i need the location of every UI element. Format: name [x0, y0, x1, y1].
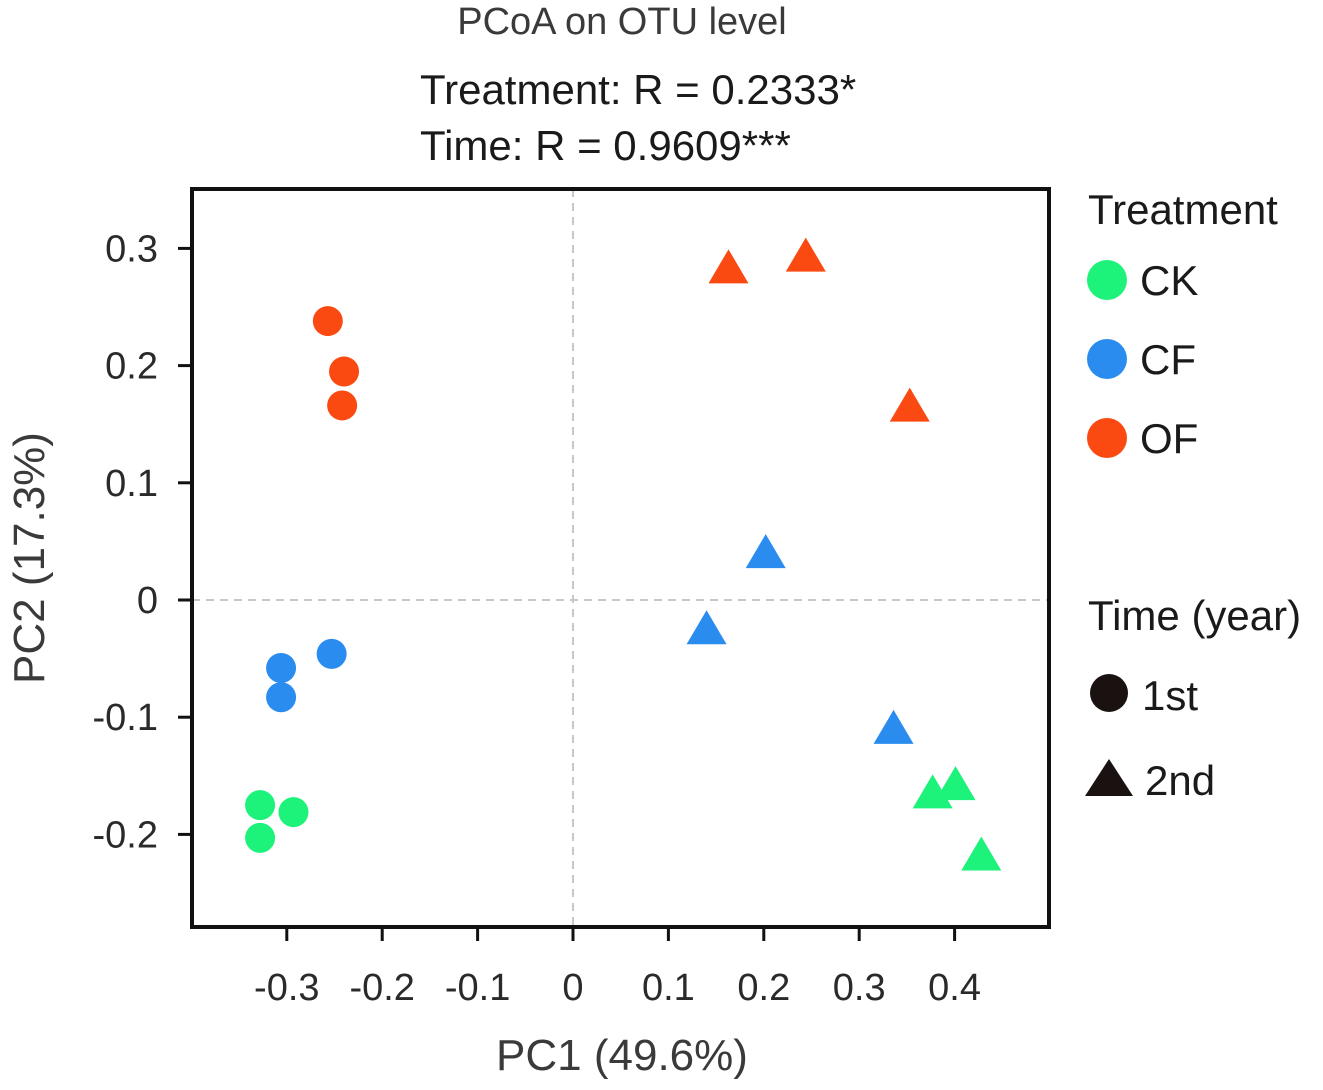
point-cf-1st: [266, 652, 297, 683]
point-cf-2nd: [686, 610, 727, 645]
x-tick-label: 0.4: [928, 967, 981, 1009]
point-of-1st: [329, 356, 360, 387]
legend-label-1st: 1st: [1142, 672, 1198, 719]
legend-label-of: OF: [1140, 415, 1198, 462]
legend-marker-ck: [1087, 260, 1127, 300]
legend-treatment: Treatment CK CF OF: [1087, 186, 1278, 462]
point-cf-2nd: [745, 534, 786, 569]
x-tick-label: -0.3: [254, 967, 319, 1009]
x-axis-label: PC1 (49.6%): [496, 1031, 748, 1080]
point-of-1st: [327, 390, 358, 421]
point-of-2nd: [889, 387, 930, 422]
point-ck-2nd: [961, 836, 1002, 871]
legend-time: Time (year) 1st 2nd: [1085, 592, 1301, 804]
legend-label-cf: CF: [1140, 336, 1196, 383]
x-tick-label: -0.1: [445, 967, 510, 1009]
y-tick-label: -0.1: [93, 697, 158, 739]
y-tick-label: 0.1: [105, 463, 158, 505]
time-stat: Time: R = 0.9609***: [420, 122, 791, 169]
y-tick-label: 0.2: [105, 346, 158, 388]
x-tick-label: 0.1: [642, 967, 695, 1009]
y-axis-label: PC2 (17.3%): [5, 432, 54, 684]
point-ck-1st: [245, 790, 276, 821]
treatment-stat: Treatment: R = 0.2333*: [420, 66, 856, 113]
x-tick-label: 0.2: [737, 967, 790, 1009]
x-tick-label: 0: [562, 967, 583, 1009]
y-tick-label: -0.2: [93, 814, 158, 856]
y-tick-label: 0: [137, 580, 158, 622]
point-cf-1st: [266, 682, 297, 713]
legend-time-title: Time (year): [1088, 592, 1301, 639]
point-ck-1st: [278, 797, 309, 828]
point-of-2nd: [708, 249, 749, 284]
legend-label-ck: CK: [1140, 257, 1198, 304]
point-ck-1st: [245, 822, 276, 853]
point-cf-1st: [316, 638, 347, 669]
plot-area: -0.3 -0.2 -0.1 0 0.1 0.2 0.3 0.4 -0.2 -0.1 0 0.1 0.2…: [93, 187, 1051, 1009]
legend-marker-of: [1087, 418, 1127, 458]
legend-label-2nd: 2nd: [1145, 757, 1215, 804]
point-ck-2nd: [935, 766, 976, 801]
x-tick-label: 0.3: [833, 967, 886, 1009]
point-cf-2nd: [873, 709, 914, 744]
point-of-1st: [312, 306, 343, 337]
x-tick-label: -0.2: [349, 967, 414, 1009]
legend-treatment-title: Treatment: [1088, 186, 1278, 233]
legend-marker-2nd: [1085, 759, 1133, 796]
point-of-2nd: [785, 237, 826, 272]
legend-marker-cf: [1087, 339, 1127, 379]
chart-title: PCoA on OTU level: [457, 1, 786, 43]
legend-marker-1st: [1090, 674, 1128, 712]
plot-frame: [190, 187, 1051, 929]
y-tick-label: 0.3: [105, 228, 158, 270]
